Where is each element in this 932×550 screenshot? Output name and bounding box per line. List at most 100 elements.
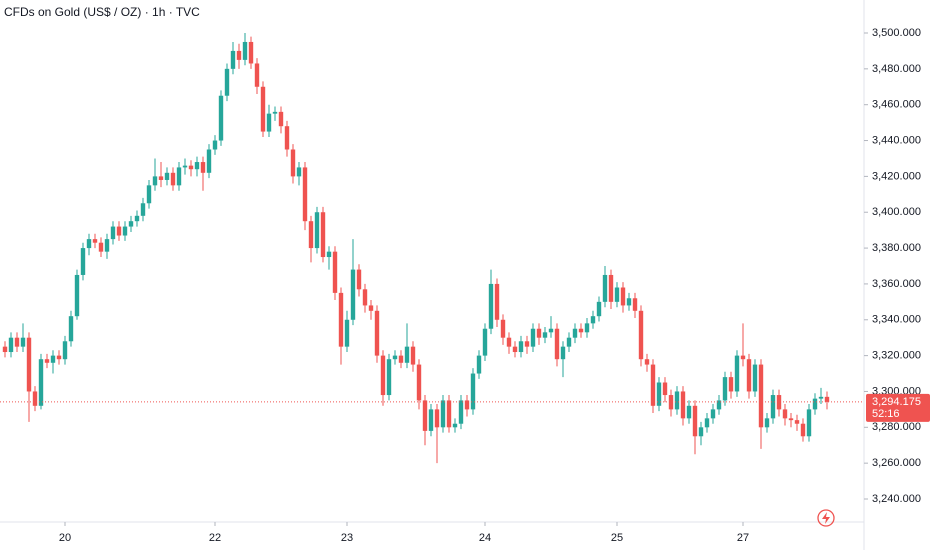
candle-body bbox=[230, 50, 236, 69]
x-tick-label: 20 bbox=[59, 532, 71, 544]
candle-body bbox=[314, 212, 320, 249]
candle-body bbox=[800, 423, 806, 437]
candle-body bbox=[152, 176, 158, 186]
candle-body bbox=[770, 395, 776, 419]
candle-body bbox=[596, 301, 602, 317]
candle-body bbox=[260, 86, 266, 132]
y-tick-label: 3,460.000 bbox=[872, 99, 921, 111]
x-tick-label: 23 bbox=[341, 532, 353, 544]
y-tick-label: 3,280.000 bbox=[872, 421, 921, 433]
candle-body bbox=[68, 316, 74, 342]
candle-body bbox=[734, 355, 740, 392]
candle-body bbox=[110, 226, 116, 240]
candle-body bbox=[170, 172, 176, 186]
candle-body bbox=[296, 167, 302, 177]
candle-body bbox=[500, 319, 506, 338]
candle-body bbox=[32, 391, 38, 406]
candle-body bbox=[242, 41, 248, 60]
candle-body bbox=[560, 346, 566, 360]
y-tick-label: 3,420.000 bbox=[872, 170, 921, 182]
candle-body bbox=[716, 400, 722, 410]
candle-body bbox=[758, 364, 764, 428]
candle-body bbox=[818, 396, 824, 399]
candle-body bbox=[50, 355, 56, 363]
candle-body bbox=[578, 328, 584, 333]
candle-body bbox=[542, 332, 548, 338]
candle-body bbox=[140, 203, 146, 216]
x-tick-label: 24 bbox=[479, 532, 491, 544]
candle-body bbox=[212, 140, 218, 150]
candle-body bbox=[350, 269, 356, 320]
y-tick-label: 3,340.000 bbox=[872, 314, 921, 326]
candle-body bbox=[470, 373, 476, 410]
candle-body bbox=[674, 391, 680, 410]
candle-body bbox=[740, 355, 746, 360]
candle-body bbox=[428, 409, 434, 431]
candle-body bbox=[200, 162, 206, 173]
candle-body bbox=[572, 328, 578, 338]
candle-body bbox=[482, 328, 488, 356]
candle-body bbox=[38, 359, 44, 406]
candle-body bbox=[692, 405, 698, 437]
icon-bolt bbox=[822, 512, 830, 524]
candle-body bbox=[698, 427, 704, 437]
candle-body bbox=[530, 328, 536, 347]
candle-body bbox=[680, 391, 686, 419]
y-tick-label: 3,320.000 bbox=[872, 350, 921, 362]
candle-body bbox=[752, 364, 758, 392]
icon-ring bbox=[817, 509, 835, 527]
candle-body bbox=[464, 400, 470, 410]
candle-body bbox=[218, 95, 224, 141]
candle-body bbox=[86, 239, 92, 249]
candle-body bbox=[650, 364, 656, 406]
candle-body bbox=[614, 287, 620, 302]
candle-body bbox=[356, 269, 362, 290]
candle-body bbox=[548, 328, 554, 333]
candle-body bbox=[344, 319, 350, 347]
candle-body bbox=[458, 400, 464, 424]
candle-body bbox=[392, 355, 398, 360]
candle-body bbox=[812, 398, 818, 410]
candle-body bbox=[266, 113, 272, 132]
candle-body bbox=[2, 346, 8, 353]
candle-body bbox=[536, 328, 542, 338]
candle-body bbox=[398, 355, 404, 363]
candle-body bbox=[626, 298, 632, 306]
x-tick-label: 22 bbox=[209, 532, 221, 544]
y-tick-label: 3,240.000 bbox=[872, 493, 921, 505]
candle-body bbox=[308, 221, 314, 249]
candle-body bbox=[224, 68, 230, 96]
last-price-label: 3,294.175 bbox=[872, 396, 921, 408]
candle-body bbox=[404, 346, 410, 363]
candle-body bbox=[524, 341, 530, 347]
candle-body bbox=[284, 126, 290, 150]
y-tick-label: 3,500.000 bbox=[872, 27, 921, 39]
snapshot-icon[interactable] bbox=[817, 509, 835, 527]
candle-body bbox=[158, 176, 164, 180]
x-tick-label: 27 bbox=[737, 532, 749, 544]
candle-body bbox=[620, 287, 626, 306]
candle-body bbox=[20, 337, 26, 347]
candle-body bbox=[494, 283, 500, 320]
y-tick-label: 3,480.000 bbox=[872, 63, 921, 75]
candle-body bbox=[632, 298, 638, 311]
candle-body bbox=[410, 346, 416, 365]
candle-body bbox=[206, 149, 212, 173]
candle-body bbox=[518, 341, 524, 353]
candle-body bbox=[764, 418, 770, 428]
candle-body bbox=[686, 405, 692, 419]
candle-body bbox=[422, 400, 428, 431]
candle-body bbox=[788, 418, 794, 421]
candle-body bbox=[338, 292, 344, 347]
y-tick-label: 3,400.000 bbox=[872, 206, 921, 218]
candle-body bbox=[386, 359, 392, 396]
countdown-label: 52:16 bbox=[872, 408, 900, 420]
y-tick-label: 3,260.000 bbox=[872, 457, 921, 469]
candle-body bbox=[278, 111, 284, 127]
candle-body bbox=[44, 359, 50, 363]
candle-body bbox=[668, 395, 674, 410]
candle-body bbox=[248, 41, 254, 64]
candle-body bbox=[164, 172, 170, 180]
